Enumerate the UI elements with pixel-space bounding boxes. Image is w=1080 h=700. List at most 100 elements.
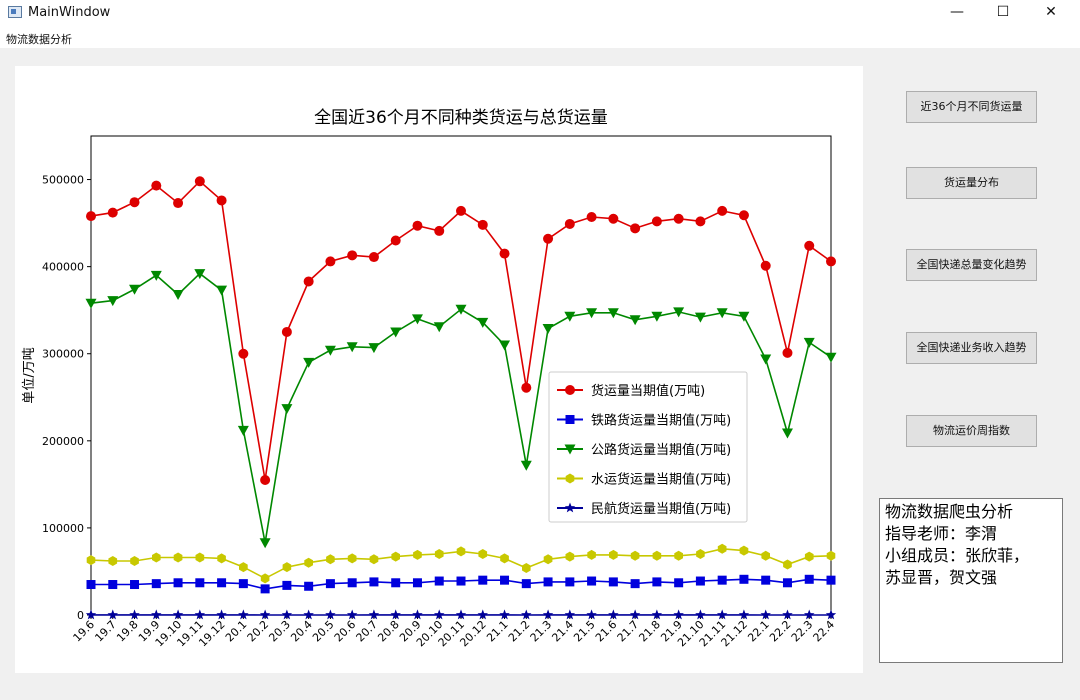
freight-rate-index-button[interactable]: 物流运价周指数: [906, 415, 1037, 447]
water-freight-point: [456, 546, 466, 557]
x-tick-label: 21.5: [571, 618, 598, 645]
x-tick-label: 21.6: [593, 618, 620, 645]
air-freight-point: [194, 609, 206, 620]
total-freight-point: [695, 216, 706, 227]
air-freight-point: [716, 609, 728, 620]
x-tick-label: 20.3: [266, 618, 293, 645]
rail-freight-point: [434, 576, 444, 586]
air-freight-point: [629, 609, 641, 620]
total-freight-point: [390, 235, 401, 246]
water-freight-point: [108, 556, 118, 566]
air-freight-point: [129, 609, 140, 620]
project-info-textbox[interactable]: 物流数据爬虫分析 指导老师：李渭 小组成员：张欣菲， 苏显晋，贺文强: [879, 498, 1063, 663]
water-freight-point: [630, 550, 640, 561]
air-freight-point: [107, 609, 118, 620]
road-freight-point: [607, 308, 619, 319]
air-freight-point: [390, 609, 401, 620]
total-freight-point: [630, 223, 641, 234]
rail-freight-point: [543, 577, 553, 587]
legend-label: 货运量当期值(万吨): [591, 383, 705, 399]
road-freight-point: [455, 304, 467, 315]
total-freight-point: [608, 213, 619, 224]
water-freight-point: [391, 551, 400, 562]
x-tick-label: 22.1: [745, 618, 772, 645]
water-freight-point: [565, 551, 575, 562]
total-freight-point: [543, 233, 554, 244]
air-freight-point: [238, 609, 249, 620]
water-freight-point: [326, 554, 335, 565]
window-title: MainWindow: [28, 5, 111, 20]
info-line-members-cont: 苏显晋，贺文强: [885, 568, 998, 587]
road-freight-point: [324, 345, 336, 356]
road-freight-point: [738, 311, 750, 322]
air-freight-point: [651, 609, 663, 620]
total-freight-point: [260, 475, 271, 486]
road-freight-point: [194, 269, 206, 280]
water-freight-point: [478, 549, 488, 559]
water-freight-point: [195, 552, 205, 563]
x-tick-label: 20.4: [288, 618, 315, 645]
road-freight-point: [433, 322, 445, 333]
water-freight-point: [761, 550, 770, 561]
express-volume-trend-button[interactable]: 全国快递总量变化趋势: [906, 249, 1037, 281]
road-freight-point: [346, 342, 358, 353]
freight-36-months-button[interactable]: 近36个月不同货运量: [906, 91, 1037, 123]
y-tick-label: 0: [77, 609, 84, 622]
x-tick-label: 19.8: [114, 618, 141, 645]
road-freight-point: [760, 354, 772, 365]
air-freight-point: [151, 609, 162, 620]
legend-label: 铁路货运量当期值(万吨): [591, 413, 731, 429]
express-revenue-trend-button[interactable]: 全国快递业务收入趋势: [906, 332, 1037, 364]
rail-freight-point: [325, 579, 335, 589]
rail-freight-point: [260, 584, 270, 594]
rail-freight-point: [369, 577, 379, 587]
chart-title: 全国近36个月不同种类货运与总货运量: [314, 108, 608, 128]
rail-freight-point: [173, 578, 183, 588]
rail-freight-point: [652, 577, 662, 587]
air-freight-point: [172, 609, 184, 620]
air-freight-point: [782, 609, 793, 620]
close-button[interactable]: ✕: [1045, 4, 1057, 20]
road-freight-point: [259, 538, 271, 549]
road-freight-point: [281, 404, 293, 415]
freight-distribution-button[interactable]: 货运量分布: [906, 167, 1037, 199]
maximize-button[interactable]: ☐: [996, 4, 1010, 20]
air-freight-point: [804, 609, 815, 620]
total-freight-point: [434, 225, 445, 236]
air-freight-point: [542, 609, 554, 620]
menu-bar: 物流数据分析: [0, 26, 1080, 48]
air-freight-point: [499, 609, 510, 620]
road-freight-point: [803, 337, 815, 348]
water-freight-point: [260, 573, 270, 584]
x-tick-label: 20.8: [375, 618, 402, 645]
water-freight-point: [347, 553, 357, 564]
road-freight-point: [303, 357, 315, 368]
info-line-advisor: 指导老师：李渭: [885, 524, 998, 543]
rail-freight-point: [521, 579, 531, 589]
total-freight-point: [347, 250, 358, 261]
road-freight-point: [499, 340, 511, 351]
legend-marker: [565, 473, 575, 484]
rail-freight-point: [195, 578, 205, 588]
legend-box: [548, 371, 748, 523]
rail-freight-point: [108, 580, 118, 590]
rail-freight-point: [717, 575, 727, 585]
x-tick-label: 21.4: [549, 618, 576, 645]
total-freight-point: [194, 176, 205, 187]
info-line-members: 小组成员：张欣菲，: [885, 546, 1030, 565]
info-line-title: 物流数据爬虫分析: [885, 502, 1014, 521]
minimize-button[interactable]: —: [950, 4, 964, 20]
water-freight-point: [217, 553, 226, 564]
x-tick-label: 21.1: [484, 618, 511, 645]
total-freight-point: [368, 252, 379, 263]
road-freight-point: [586, 308, 598, 319]
total-freight-point: [238, 348, 249, 359]
air-freight-point: [85, 609, 97, 620]
water-freight-point: [826, 550, 836, 561]
y-axis-label: 单位/万吨: [22, 347, 37, 403]
rail-freight-point: [151, 579, 161, 589]
water-freight-point: [543, 554, 553, 565]
water-freight-point: [152, 552, 161, 563]
air-freight-point: [608, 609, 619, 620]
menu-item-logistics-analysis[interactable]: 物流数据分析: [6, 33, 72, 46]
